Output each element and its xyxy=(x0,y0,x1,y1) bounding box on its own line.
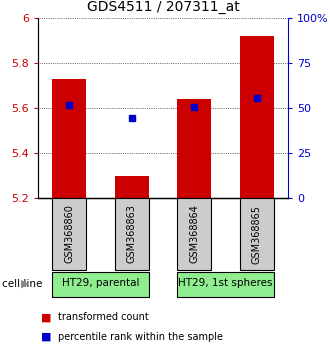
Text: HT29, 1st spheres: HT29, 1st spheres xyxy=(178,279,273,289)
Bar xyxy=(115,198,149,270)
Bar xyxy=(52,198,86,270)
Text: ■: ■ xyxy=(41,312,52,322)
Text: transformed count: transformed count xyxy=(58,312,148,322)
Text: GSM368865: GSM368865 xyxy=(252,205,262,263)
Bar xyxy=(240,36,274,198)
Text: HT29, parental: HT29, parental xyxy=(62,279,139,289)
Bar xyxy=(115,176,149,198)
Bar xyxy=(52,79,86,198)
Bar xyxy=(52,272,149,297)
Text: cell line: cell line xyxy=(2,279,42,289)
Bar xyxy=(177,198,212,270)
Text: GSM368864: GSM368864 xyxy=(189,205,199,263)
Title: GDS4511 / 207311_at: GDS4511 / 207311_at xyxy=(86,0,239,14)
Text: ■: ■ xyxy=(41,332,52,342)
Bar xyxy=(240,198,274,270)
Text: GSM368860: GSM368860 xyxy=(64,205,74,263)
Bar xyxy=(177,272,274,297)
Text: ▶: ▶ xyxy=(20,279,29,289)
Text: GSM368863: GSM368863 xyxy=(127,205,137,263)
Text: percentile rank within the sample: percentile rank within the sample xyxy=(58,332,223,342)
Bar xyxy=(177,99,212,198)
